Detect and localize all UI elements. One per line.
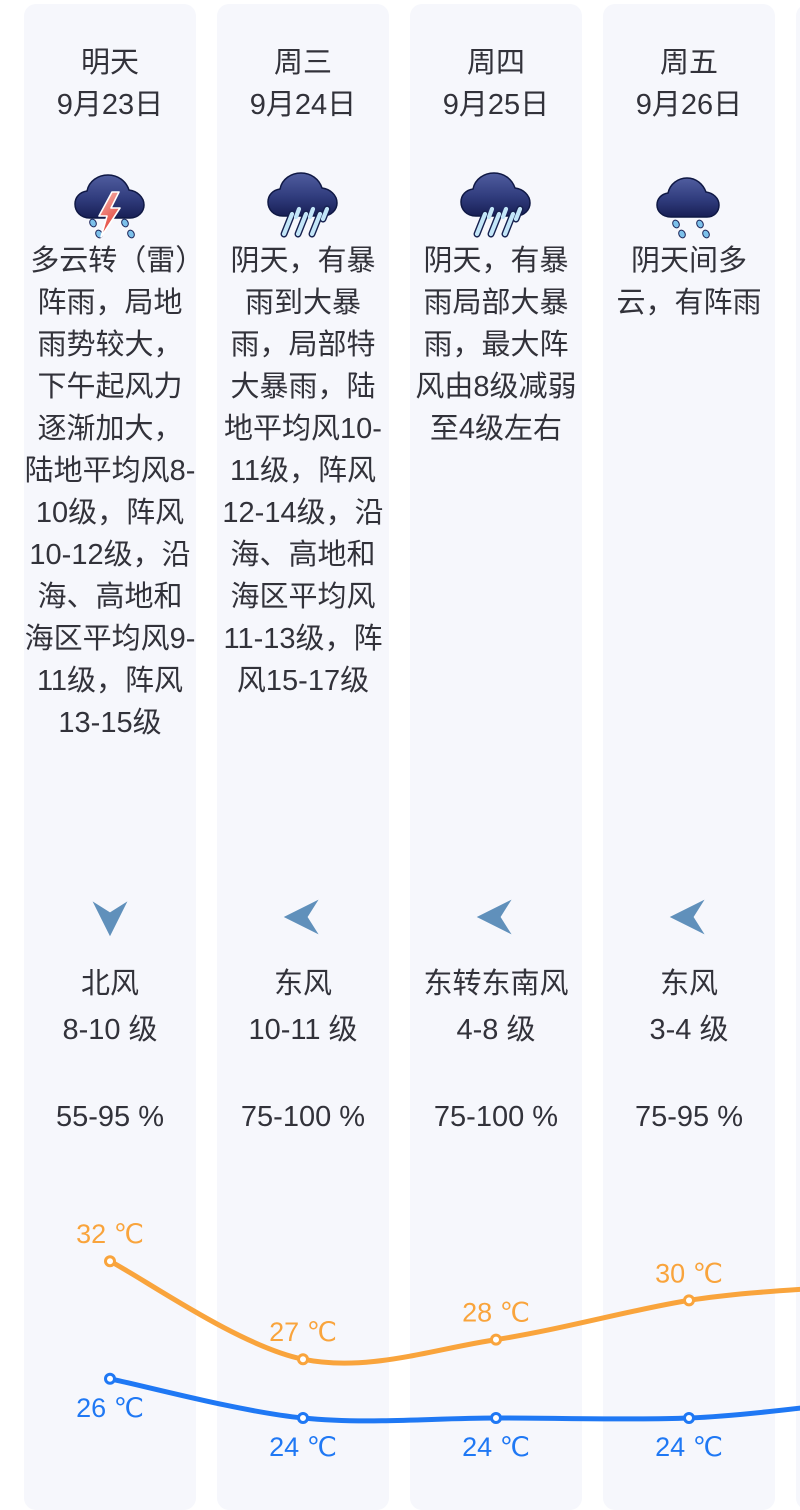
wind-arrow-wrap xyxy=(603,895,775,939)
forecast-strip[interactable]: 明天 9月23日 多云转（雷）阵雨，局地雨势较大，下午起风力逐渐加大，陆地平均风… xyxy=(24,4,800,1510)
wind-arrow-wrap xyxy=(410,895,582,939)
humidity-range: 75-100 % xyxy=(240,1101,366,1133)
wind-direction: 北风 xyxy=(80,968,139,1000)
wind-direction-left-icon xyxy=(283,899,319,935)
humidity-range: 75-100 % xyxy=(433,1101,559,1133)
day-date: 9月24日 xyxy=(249,89,357,121)
day-name: 周三 xyxy=(273,47,332,79)
wind-direction-left-icon xyxy=(669,899,705,935)
day-column: 明天 9月23日 多云转（雷）阵雨，局地雨势较大，下午起风力逐渐加大，陆地平均风… xyxy=(24,4,196,1510)
day-name: 周五 xyxy=(659,47,718,79)
wind-level: 4-8 级 xyxy=(456,1014,536,1046)
heavy-rain-icon xyxy=(460,172,531,238)
weather-icon-wrap xyxy=(603,162,775,242)
wind-arrow-wrap xyxy=(217,895,389,939)
wind-level: 3-4 级 xyxy=(649,1014,729,1046)
day-header: 周四 9月25日 xyxy=(410,42,582,126)
day-date: 9月25日 xyxy=(442,89,550,121)
wind-direction: 东风 xyxy=(273,968,332,1000)
drizzle-icon xyxy=(656,177,720,239)
wind-info: 东转东南风 4-8 级 xyxy=(398,961,594,1053)
day-header: 周三 9月24日 xyxy=(217,42,389,126)
wind-direction: 东风 xyxy=(659,968,718,1000)
weather-description: 多云转（雷）阵雨，局地雨势较大，下午起风力逐渐加大，陆地平均风8-10级，阵风1… xyxy=(24,245,196,739)
wind-level: 10-11 级 xyxy=(248,1014,358,1046)
day-column: 周三 9月24日 阴天，有暴雨到大暴雨，局部特大暴雨，陆地平均风10-11级，阵… xyxy=(217,4,389,1510)
wind-info: 东风 10-11 级 xyxy=(205,961,401,1053)
wind-info: 东风 3-4 级 xyxy=(591,961,787,1053)
weather-icon-wrap xyxy=(217,162,389,242)
humidity-range: 75-95 % xyxy=(634,1101,743,1133)
wind-direction-left-icon xyxy=(476,899,512,935)
day-name: 周四 xyxy=(466,47,525,79)
wind-direction: 东转东南风 xyxy=(423,968,569,1000)
weather-description: 阴天间多云，有阵雨 xyxy=(616,245,762,319)
humidity-range: 55-95 % xyxy=(55,1101,164,1133)
thunder-shower-icon xyxy=(74,174,145,239)
weather-icon-wrap xyxy=(410,162,582,242)
day-name: 明天 xyxy=(80,47,139,79)
day-column: 周四 9月25日 阴天，有暴雨局部大暴雨，最大阵风由8级减弱至4级左右 xyxy=(410,4,582,1510)
wind-arrow-wrap xyxy=(24,895,196,939)
day-date: 9月23日 xyxy=(56,89,164,121)
day-header: 明天 9月23日 xyxy=(24,42,196,126)
day-column-partial xyxy=(796,4,800,1510)
day-column: 周五 9月26日 阴天间多云，有阵雨 东风 3-4 级 75-95 % xyxy=(603,4,775,1510)
heavy-rain-icon xyxy=(267,172,338,238)
day-header: 周五 9月26日 xyxy=(603,42,775,126)
wind-level: 8-10 级 xyxy=(62,1014,158,1046)
weather-description: 阴天，有暴雨局部大暴雨，最大阵风由8级减弱至4级左右 xyxy=(415,245,577,445)
weather-icon-wrap xyxy=(24,162,196,242)
wind-direction-down-icon xyxy=(92,901,128,937)
wind-info: 北风 8-10 级 xyxy=(12,961,208,1053)
weather-description: 阴天，有暴雨到大暴雨，局部特大暴雨，陆地平均风10-11级，阵风12-14级，沿… xyxy=(222,245,384,697)
day-date: 9月26日 xyxy=(635,89,743,121)
